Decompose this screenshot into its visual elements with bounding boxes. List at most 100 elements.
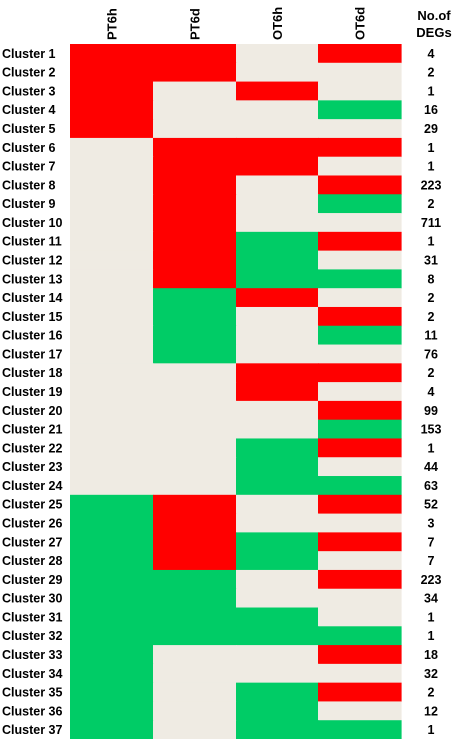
heatmap-cell-none (318, 250, 402, 271)
heatmap-cell-down (236, 532, 319, 552)
heatmap-cell-down (318, 476, 402, 496)
heatmap-cell-up (153, 44, 237, 64)
heatmap-cell-up (318, 175, 402, 195)
column-label: OT6h (270, 7, 285, 40)
heatmap-cell-up (236, 137, 319, 158)
heatmap-cell-down (70, 569, 154, 590)
heatmap-cell-down (153, 344, 237, 364)
cluster-label: Cluster 32 (2, 629, 62, 643)
heatmap-cell-none (318, 213, 402, 233)
column-label: PT6d (188, 8, 203, 40)
deg-count: 2 (428, 291, 435, 305)
heatmap-cell-up (318, 438, 402, 458)
deg-count: 2 (428, 686, 435, 700)
cluster-label: Cluster 16 (2, 329, 62, 343)
heatmap-cell-none (318, 513, 402, 533)
heatmap-cell-down (318, 325, 402, 346)
deg-count: 1 (428, 84, 435, 98)
cluster-label: Cluster 35 (2, 686, 62, 700)
column-label: OT6d (353, 7, 368, 40)
heatmap-cell-down (236, 720, 319, 739)
heatmap-cell-up (153, 137, 237, 158)
cluster-label: Cluster 11 (2, 235, 62, 249)
deg-count: 711 (421, 216, 441, 230)
heatmap-cell-up (318, 645, 402, 665)
deg-count: 1 (428, 441, 435, 455)
heatmap-cell-up (70, 44, 154, 64)
cluster-label: Cluster 1 (2, 47, 56, 61)
cluster-label: Cluster 34 (2, 667, 62, 681)
heatmap-cell-none (153, 438, 237, 458)
heatmap-cell-up (318, 44, 402, 64)
heatmap-cell-none (318, 457, 402, 477)
heatmap-cell-none (70, 325, 154, 346)
cluster-label: Cluster 19 (2, 385, 62, 399)
heatmap-cell-none (318, 701, 402, 721)
deg-count: 44 (424, 460, 438, 474)
heatmap-cell-up (70, 81, 154, 101)
heatmap-cell-none (236, 213, 319, 233)
heatmap-cell-down (153, 588, 237, 609)
heatmap-cell-down (70, 682, 154, 703)
column-labels: PT6h PT6d OT6h OT6d (105, 7, 368, 40)
heatmap-cell-none (153, 682, 237, 703)
heatmap-cell-up (236, 363, 319, 383)
heatmap-cell-none (70, 156, 154, 177)
heatmap-cell-down (236, 682, 319, 703)
deg-count: 16 (424, 103, 438, 117)
heatmap-cell-none (70, 400, 154, 421)
deg-count: 2 (428, 366, 435, 380)
heatmap-cell-down (70, 551, 154, 571)
heatmap-cell-up (318, 682, 402, 703)
heatmap-cell-up (153, 156, 237, 177)
heatmap-cell-none (236, 100, 319, 120)
heatmap-cell-none (318, 81, 402, 101)
heatmap-cell-none (70, 137, 154, 158)
deg-count: 2 (428, 197, 435, 211)
heatmap-cell-none (318, 344, 402, 364)
deg-count: 1 (428, 141, 435, 155)
heatmap-cell-down (70, 513, 154, 533)
deg-count: 1 (428, 160, 435, 174)
heatmap-cell-down (70, 663, 154, 684)
heatmap-cell-down (236, 269, 319, 289)
heatmap-cell-none (70, 250, 154, 271)
deg-count: 1 (428, 610, 435, 624)
heatmap-cell-none (236, 119, 319, 139)
heatmap-cell-down (70, 626, 154, 646)
heatmap-cell-none (236, 645, 319, 665)
cluster-label: Cluster 18 (2, 366, 62, 380)
heatmap-cell-none (236, 44, 319, 64)
heatmap-cell-none (70, 175, 154, 195)
heatmap-cell-none (236, 325, 319, 346)
heatmap-cell-none (70, 194, 154, 214)
cluster-label: Cluster 14 (2, 291, 62, 305)
deg-count: 1 (428, 723, 435, 737)
cluster-label: Cluster 27 (2, 535, 62, 549)
deg-count: 34 (424, 592, 438, 606)
heatmap-cell-none (153, 701, 237, 721)
heatmap-cell-down (318, 269, 402, 289)
heatmap-cell-up (318, 532, 402, 552)
cluster-label: Cluster 36 (2, 704, 62, 718)
heatmap-cell-none (153, 457, 237, 477)
heatmap-cell-none (236, 306, 319, 327)
heatmap-cell-none (153, 400, 237, 421)
heatmap-cell-up (318, 306, 402, 327)
heatmap-cell-down (70, 532, 154, 552)
cluster-label: Cluster 13 (2, 272, 62, 286)
deg-count: 12 (424, 704, 438, 718)
deg-count: 153 (421, 423, 442, 437)
cluster-label: Cluster 28 (2, 554, 62, 568)
heatmap-cell-down (70, 588, 154, 609)
heatmap-cell-none (236, 344, 319, 364)
deg-count: 7 (428, 535, 435, 549)
heatmap-cell-none (318, 551, 402, 571)
heatmap-cell-up (153, 213, 237, 233)
heatmap-cell-down (236, 607, 319, 627)
heatmap-cell-none (236, 175, 319, 195)
heatmap-cell-down (236, 231, 319, 252)
deg-count: 2 (428, 66, 435, 80)
heatmap-cell-down (153, 626, 237, 646)
heatmap-cell-up (70, 119, 154, 139)
